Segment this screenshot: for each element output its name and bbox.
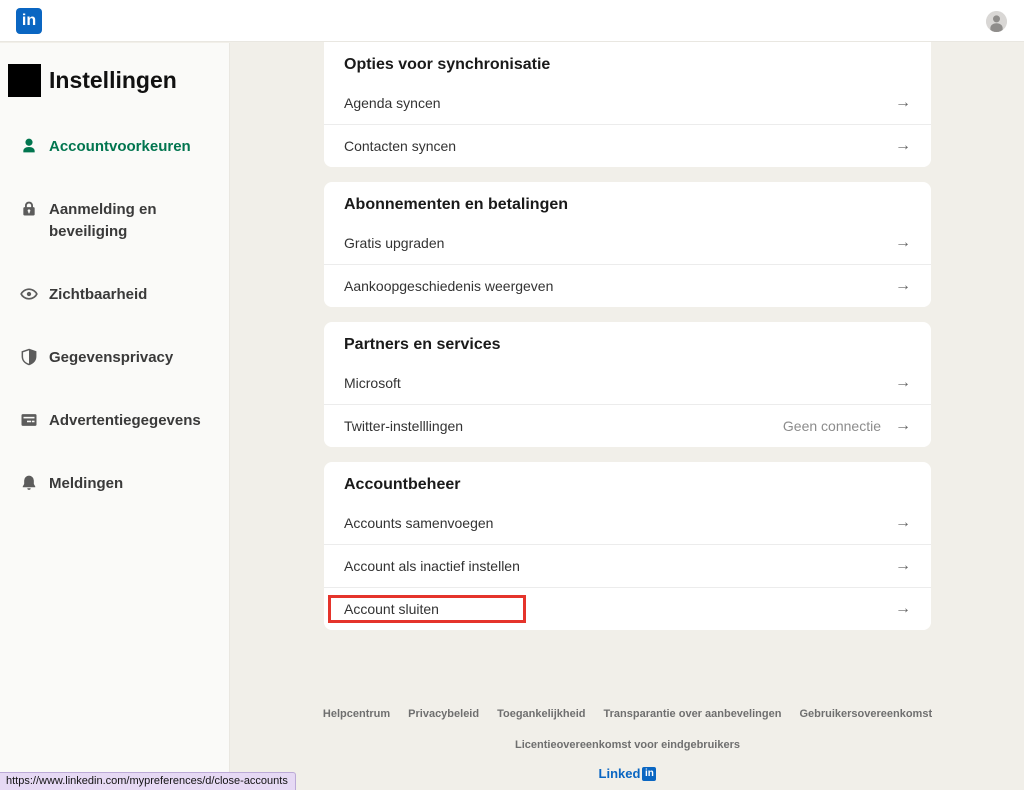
row-gratis-upgraden[interactable]: Gratis upgraden → [324,221,931,264]
footer-link-licentieovereenkomst[interactable]: Licentieovereenkomst voor eindgebruikers [515,739,740,751]
linkedin-footer-logo: Linked in [324,766,931,781]
shield-icon [19,347,39,367]
sidebar-item-label: Zichtbaarheid [49,286,148,303]
arrow-right-icon: → [895,93,911,111]
card-partners-en-services: Partners en services Microsoft → Twitter… [324,322,931,447]
footer-link-helpcentrum[interactable]: Helpcentrum [322,708,391,720]
linkedin-wordmark: Linked [598,766,641,781]
sidebar-item-zichtbaarheid[interactable]: Zichtbaarheid [0,284,229,306]
linkedin-badge-icon: in [642,766,657,781]
row-account-als-inactief-instellen[interactable]: Account als inactief instellen → [324,544,931,587]
sidebar-item-label: Meldingen [49,475,124,492]
person-icon [19,136,39,156]
connection-status: Geen connectie [782,418,881,434]
arrow-right-icon: → [895,417,911,434]
row-label: Microsoft [344,374,401,391]
person-silhouette-icon [986,11,1007,32]
footer-links-row2: Licentieovereenkomst voor eindgebruikers [324,735,931,753]
row-label: Gratis upgraden [344,234,445,251]
eye-icon [19,284,39,304]
arrow-right-icon: → [895,600,911,617]
card-title: Opties voor synchronisatie [344,56,551,73]
footer-link-transparantie[interactable]: Transparantie over aanbevelingen [603,708,782,720]
row-microsoft[interactable]: Microsoft → [324,361,931,404]
statusbar-url-tooltip: https://www.linkedin.com/mypreferences/d… [0,772,296,790]
footer-link-gebruikersovereenkomst[interactable]: Gebruikersovereenkomst [799,708,933,720]
card-accountbeheer: Accountbeheer Accounts samenvoegen → Acc… [324,462,931,630]
page-title: Instellingen [49,67,177,93]
card-opties-voor-synchronisatie: Opties voor synchronisatie Agenda syncen… [324,42,931,167]
card-title: Partners en services [344,336,501,353]
row-twitter-instellingen[interactable]: Twitter-instelllingen Geen connectie → [324,404,931,447]
settings-sidebar: Instellingen Accountvoorkeuren Aanm [0,43,230,790]
row-label: Account sluiten [344,601,439,617]
sidebar-item-label: Accountvoorkeuren [49,138,191,155]
row-label: Aankoopgeschiedenis weergeven [344,278,554,294]
row-label: Agenda syncen [344,94,441,111]
arrow-right-icon: → [895,137,911,154]
sidebar-item-label: Advertentiegegevens [49,412,201,429]
row-label: Contacten syncen [344,138,457,154]
sidebar-item-meldingen[interactable]: Meldingen [0,473,229,495]
card-title: Abonnementen en betalingen [344,196,569,213]
lock-icon [19,199,39,219]
row-accounts-samenvoegen[interactable]: Accounts samenvoegen → [324,501,931,544]
arrow-right-icon: → [895,277,911,294]
arrow-right-icon: → [895,557,911,574]
bell-icon [19,473,39,493]
user-avatar[interactable] [986,11,1007,32]
row-label: Twitter-instelllingen [344,418,464,434]
row-contacten-syncen[interactable]: Contacten syncen → [324,124,931,167]
card-title: Accountbeheer [344,476,461,493]
settings-header: Instellingen [0,43,229,97]
sidebar-item-gegevensprivacy[interactable]: Gegevensprivacy [0,347,229,369]
top-bar: in [0,0,1024,42]
row-label: Account als inactief instellen [344,558,520,574]
settings-content: Opties voor synchronisatie Agenda syncen… [231,42,1024,790]
sidebar-item-accountvoorkeuren[interactable]: Accountvoorkeuren [0,136,229,158]
footer-links-row1: Helpcentrum Privacybeleid Toegankelijkhe… [322,708,933,720]
ad-card-icon [19,410,39,430]
sidebar-item-advertentiegegevens[interactable]: Advertentiegegevens [0,410,229,432]
row-label: Accounts samenvoegen [344,514,494,531]
row-aankoopgeschiedenis-weergeven[interactable]: Aankoopgeschiedenis weergeven → [324,264,931,307]
settings-nav: Accountvoorkeuren Aanmelding en beveilig… [0,136,229,495]
arrow-right-icon: → [895,513,911,531]
row-agenda-syncen[interactable]: Agenda syncen → [324,81,931,124]
sidebar-item-label: Aanmelding en beveiliging [49,201,157,240]
footer-link-privacybeleid[interactable]: Privacybeleid [408,708,480,720]
sidebar-item-aanmelding-en-beveiliging[interactable]: Aanmelding en beveiliging [0,199,229,243]
profile-photo-redacted [8,64,41,97]
arrow-right-icon: → [895,373,911,391]
page-footer: Helpcentrum Privacybeleid Toegankelijkhe… [322,708,933,781]
sidebar-item-label: Gegevensprivacy [49,349,174,366]
footer-link-toegankelijkheid[interactable]: Toegankelijkheid [497,708,586,720]
row-account-sluiten[interactable]: Account sluiten → [324,587,931,630]
arrow-right-icon: → [895,233,911,251]
card-abonnementen-en-betalingen: Abonnementen en betalingen Gratis upgrad… [324,182,931,307]
linkedin-logo-icon[interactable]: in [16,8,42,34]
